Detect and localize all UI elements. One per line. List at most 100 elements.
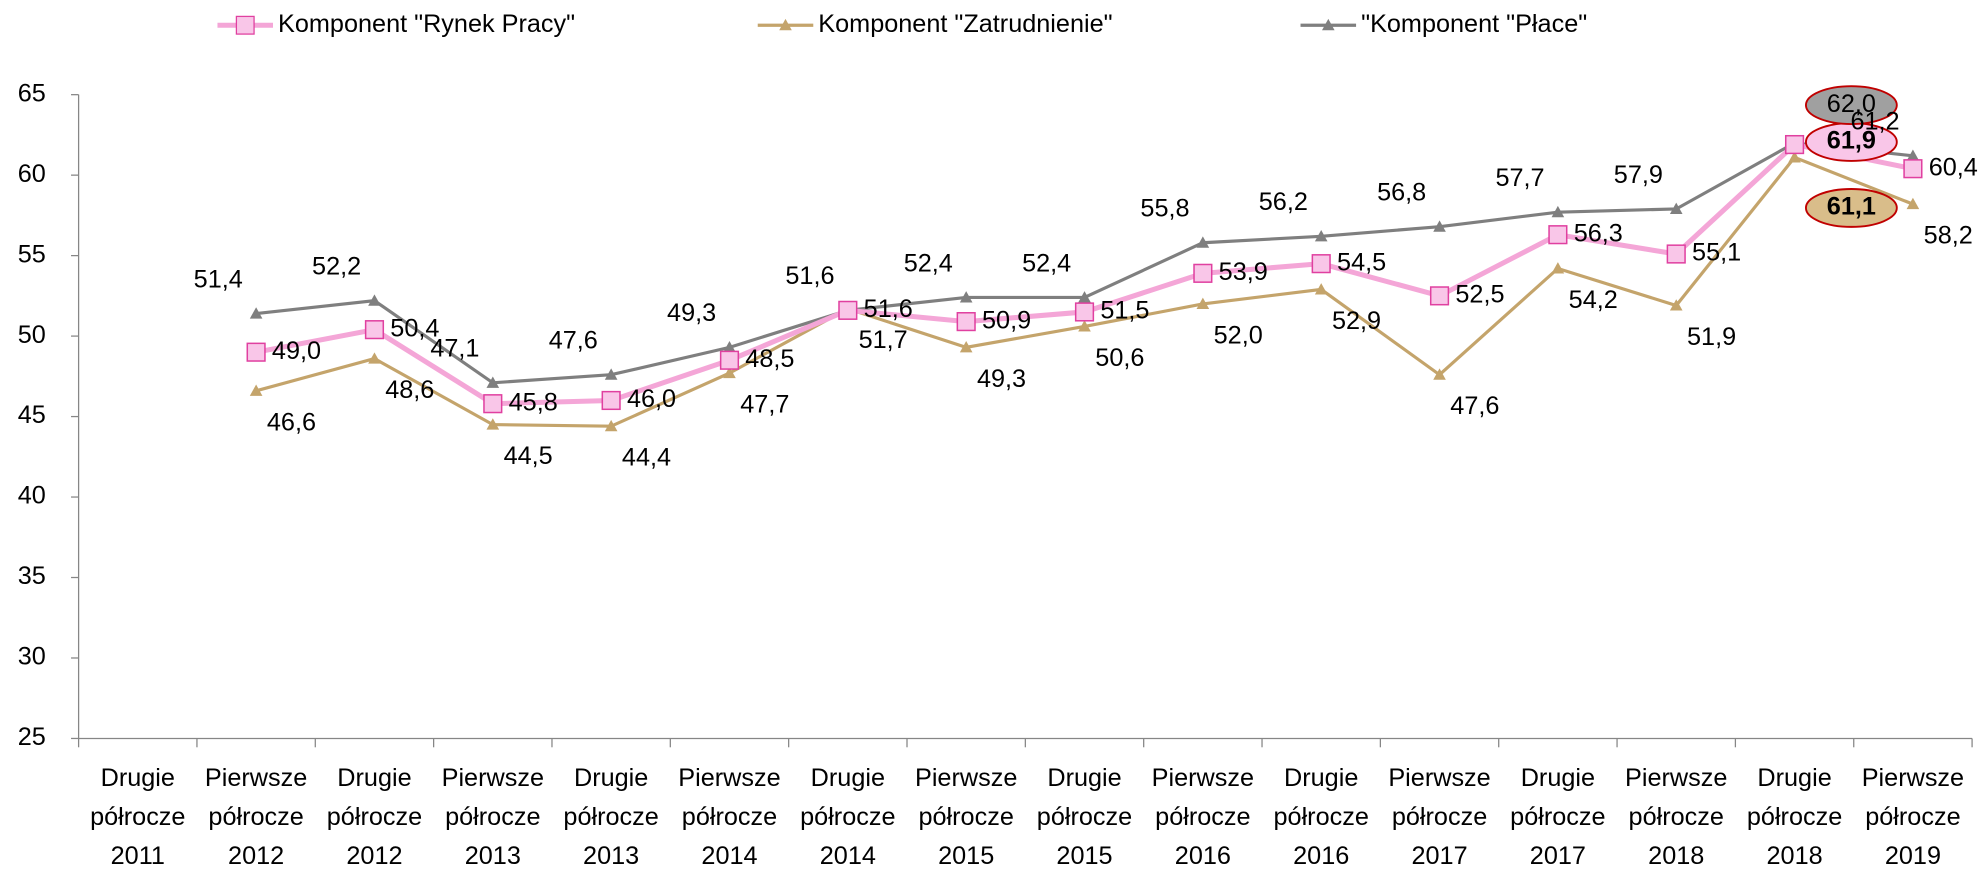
legend-marker bbox=[779, 18, 792, 31]
data-label: 50,6 bbox=[1095, 344, 1144, 372]
x-tick-label: Pierwsze półrocze 2012 bbox=[205, 764, 307, 870]
x-tick-label-line: Drugie bbox=[1284, 764, 1358, 792]
x-tick-label: Drugie półrocze 2016 bbox=[1274, 764, 1369, 870]
x-tick-label-line: półrocze bbox=[208, 803, 303, 831]
y-tick-label: 65 bbox=[18, 79, 46, 107]
point bbox=[1906, 197, 1920, 210]
point bbox=[1788, 151, 1801, 163]
x-tick-label-line: 2014 bbox=[701, 842, 757, 870]
x-tick-label-line: Pierwsze bbox=[1152, 764, 1254, 792]
point bbox=[486, 418, 500, 430]
data-label: 49,0 bbox=[272, 337, 321, 365]
x-tick-label: Pierwsze półrocze 2014 bbox=[678, 764, 780, 870]
point bbox=[1669, 299, 1683, 311]
point bbox=[1078, 320, 1091, 332]
x-tick-label: Drugie półrocze 2015 bbox=[1037, 764, 1132, 870]
x-tick-label-line: 2012 bbox=[346, 842, 402, 870]
x-tick-label: Drugie półrocze 2017 bbox=[1510, 764, 1605, 870]
point bbox=[1429, 286, 1450, 306]
point bbox=[249, 307, 263, 319]
x-tick-label-line: Pierwsze bbox=[915, 764, 1017, 792]
y-tick-label: 50 bbox=[18, 321, 46, 349]
x-tick-label-line: 2012 bbox=[228, 842, 284, 870]
x-tick-label-line: półrocze bbox=[682, 803, 777, 831]
x-tick-label-line: 2013 bbox=[465, 842, 521, 870]
x-tick-label-line: Drugie bbox=[337, 764, 411, 792]
x-tick-label-line: 2014 bbox=[820, 842, 876, 870]
x-tick-label-line: 2017 bbox=[1411, 842, 1467, 870]
x-tick-label: Drugie półrocze 2018 bbox=[1747, 764, 1842, 870]
point bbox=[483, 394, 503, 414]
point bbox=[1196, 236, 1210, 248]
x-tick-label-line: Pierwsze bbox=[1625, 764, 1727, 792]
point bbox=[246, 342, 266, 362]
x-tick-label-line: półrocze bbox=[800, 803, 895, 831]
data-label: 61,2 bbox=[1850, 108, 1899, 136]
y-tick-label: 45 bbox=[18, 401, 46, 429]
data-label: 60,4 bbox=[1929, 153, 1978, 181]
x-tick-label-line: Drugie bbox=[1047, 764, 1121, 792]
x-tick-label-line: półrocze bbox=[90, 803, 185, 831]
data-label: 47,6 bbox=[549, 327, 598, 355]
data-label: 51,5 bbox=[1100, 297, 1149, 325]
data-label: 47,6 bbox=[1450, 392, 1499, 420]
point bbox=[723, 366, 736, 379]
data-label: 48,6 bbox=[385, 376, 434, 404]
data-label: 50,9 bbox=[982, 306, 1031, 334]
legend-marker bbox=[235, 15, 255, 35]
data-label: 52,5 bbox=[1455, 281, 1504, 309]
x-tick-label-line: półrocze bbox=[1037, 803, 1132, 831]
data-label: 49,3 bbox=[977, 365, 1026, 393]
point bbox=[723, 341, 736, 353]
point bbox=[1433, 368, 1446, 380]
point bbox=[1311, 254, 1331, 274]
x-tick-label-line: 2015 bbox=[1056, 842, 1112, 870]
point bbox=[1193, 263, 1213, 283]
point bbox=[1551, 262, 1565, 274]
x-tick-label: Pierwsze półrocze 2017 bbox=[1388, 764, 1490, 870]
x-tick-label: Drugie półrocze 2013 bbox=[563, 764, 658, 870]
point bbox=[1784, 134, 1805, 155]
y-tick-label: 40 bbox=[18, 482, 46, 510]
x-tick-label-line: 2015 bbox=[938, 842, 994, 870]
x-tick-label-line: 2019 bbox=[1885, 842, 1941, 870]
point bbox=[959, 341, 973, 353]
point bbox=[486, 376, 500, 388]
point bbox=[1314, 229, 1328, 242]
legend-marker bbox=[1321, 18, 1335, 31]
data-label: 50,4 bbox=[390, 314, 439, 342]
data-label: 49,3 bbox=[667, 299, 716, 327]
point bbox=[604, 419, 618, 432]
data-label: 51,4 bbox=[194, 265, 243, 293]
y-tick-label: 30 bbox=[18, 643, 46, 671]
x-tick-label-line: półrocze bbox=[1155, 803, 1250, 831]
highlight bbox=[1804, 188, 1898, 228]
point bbox=[1433, 220, 1446, 232]
x-tick-label-line: Drugie bbox=[1521, 764, 1595, 792]
series-line bbox=[255, 141, 1914, 385]
x-tick-label-line: 2017 bbox=[1530, 842, 1586, 870]
data-label: 44,4 bbox=[622, 444, 671, 472]
x-tick-label: Drugie półrocze 2012 bbox=[327, 764, 422, 870]
x-tick-label-line: półrocze bbox=[1510, 803, 1605, 831]
x-tick-label-line: półrocze bbox=[1392, 803, 1487, 831]
data-label: 46,6 bbox=[267, 408, 316, 436]
x-tick-label-line: Pierwsze bbox=[205, 764, 307, 792]
x-tick-label-line: półrocze bbox=[1865, 803, 1960, 831]
data-label: 52,2 bbox=[312, 253, 361, 281]
x-tick-label-line: 2018 bbox=[1648, 842, 1704, 870]
point bbox=[1078, 291, 1091, 303]
x-tick-label-line: Drugie bbox=[574, 764, 648, 792]
data-label: 47,7 bbox=[740, 391, 789, 419]
data-label: 54,2 bbox=[1569, 286, 1618, 314]
data-label: 51,6 bbox=[785, 262, 834, 290]
point bbox=[368, 294, 381, 306]
point bbox=[1903, 159, 1923, 179]
data-label: 53,9 bbox=[1219, 258, 1268, 286]
highlight bbox=[1804, 85, 1898, 125]
data-label: 61,9 bbox=[1827, 127, 1876, 155]
data-label: 51,7 bbox=[859, 326, 908, 354]
y-tick-label: 35 bbox=[18, 562, 46, 590]
y-tick-label: 60 bbox=[18, 160, 46, 188]
